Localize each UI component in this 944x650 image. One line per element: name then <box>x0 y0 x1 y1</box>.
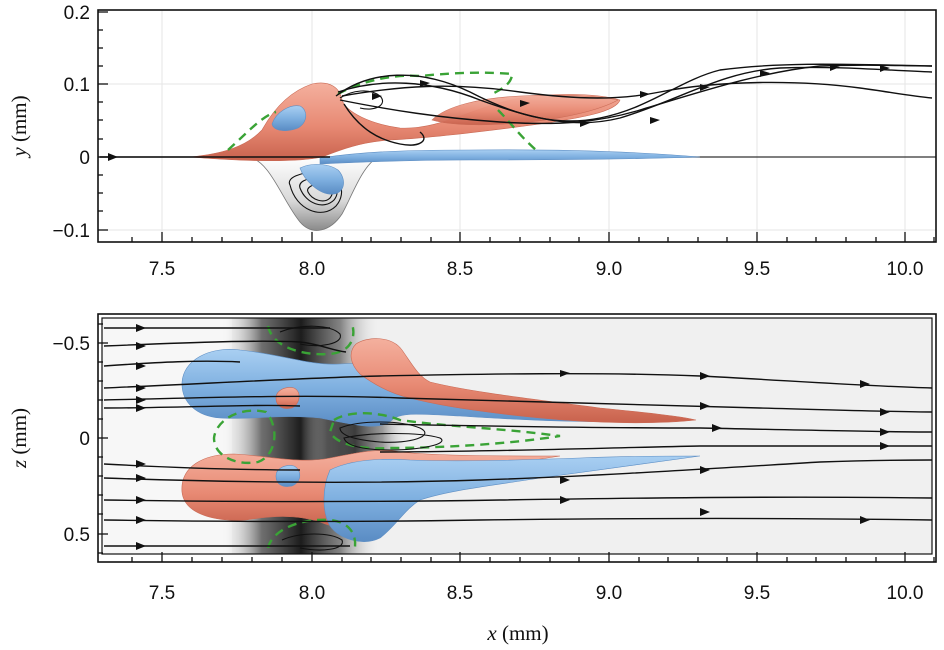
bottom-streamline <box>103 372 932 389</box>
top-x-tick-label: 9.5 <box>744 259 770 280</box>
bottom-streamline <box>103 340 347 353</box>
top-streamline-6 <box>343 103 425 146</box>
bottom-loop <box>339 421 426 443</box>
bottom-loop <box>279 325 341 347</box>
bottom-y-tick-label: 0.5 <box>64 525 90 546</box>
top-gridlines <box>98 10 936 242</box>
bottom-x-tick-label: 9.0 <box>596 583 622 604</box>
top-separation-contour <box>227 71 537 151</box>
top-blue-lower-blob <box>299 164 344 195</box>
bottom-blue-lower-spot <box>275 465 301 487</box>
top-y-tick-label: 0.1 <box>64 75 90 96</box>
bottom-x-tick-label: 8.5 <box>447 583 473 604</box>
bottom-streamline <box>103 459 932 483</box>
top-streamline-3 <box>337 66 933 124</box>
top-y-ticks <box>98 11 108 231</box>
top-x-tick-label: 10.0 <box>887 259 924 280</box>
bottom-separation-contour-right <box>328 412 561 450</box>
bottom-x-tick-label: 9.5 <box>744 583 770 604</box>
bottom-x-tick-label: 8.0 <box>299 583 325 604</box>
bottom-separation-contour-top <box>266 323 355 356</box>
top-streamline-2 <box>335 63 933 122</box>
top-x-ticks <box>131 232 935 242</box>
top-x-tick-label: 7.5 <box>149 259 175 280</box>
top-y-tick-label: 0.2 <box>64 3 90 24</box>
bottom-streamline <box>103 517 932 523</box>
top-axes-frame <box>97 9 937 243</box>
bottom-flow-field <box>102 318 932 554</box>
bottom-streamline <box>103 395 932 413</box>
top-arrowheads <box>108 64 890 161</box>
bottom-y-tick-label: 0 <box>79 429 90 450</box>
top-flow-field <box>98 63 936 231</box>
bottom-streamline <box>103 360 241 367</box>
bottom-y-tick-label: −0.5 <box>52 334 90 355</box>
top-x-tick-label: 8.5 <box>447 259 473 280</box>
bottom-red-upper <box>350 338 697 424</box>
top-y-tick-label: −0.1 <box>52 221 90 242</box>
bottom-x-tick-label: 7.5 <box>149 583 175 604</box>
bottom-blue-lower <box>323 455 701 542</box>
x-axis-label: x (mm) <box>486 621 548 645</box>
top-streamline-5 <box>341 81 933 99</box>
panel-bottom: −0.5 0 0.5 7.5 8.0 8.5 9.0 9.5 10.0 z (m… <box>7 313 937 604</box>
bottom-separation-contour-bottom <box>266 518 357 553</box>
bottom-x-ticks <box>131 552 935 562</box>
bottom-loop <box>281 533 343 551</box>
bottom-streamline <box>103 404 301 409</box>
bottom-y-ticks <box>98 323 108 554</box>
bottom-streamline <box>103 463 301 471</box>
bottom-inner-border <box>101 317 933 555</box>
top-streamline-4 <box>339 64 933 125</box>
top-y-axis-label: y (mm) <box>7 95 31 158</box>
top-red-body <box>189 82 621 162</box>
top-x-tick-label: 8.0 <box>299 259 325 280</box>
bottom-x-tick-label: 10.0 <box>887 583 924 604</box>
top-blue-upper-blob <box>271 105 307 131</box>
bottom-streamline <box>103 496 932 503</box>
bottom-red-upper-spot <box>275 387 300 409</box>
bottom-streamline <box>379 423 932 433</box>
top-y-tick-label: 0 <box>79 148 90 169</box>
panel-top: 0.2 0.1 0 −0.1 7.5 8.0 8.5 9.0 9.5 10.0 … <box>7 3 937 280</box>
top-blue-sheet <box>319 149 701 165</box>
bottom-loop <box>343 432 443 451</box>
top-x-tick-label: 9.0 <box>596 259 622 280</box>
bottom-y-axis-label: z (mm) <box>7 408 31 469</box>
top-grey-dip <box>247 156 380 231</box>
bottom-streamline <box>379 445 932 453</box>
bottom-separation-contour-left <box>212 409 276 465</box>
bottom-arrowheads <box>136 324 890 550</box>
